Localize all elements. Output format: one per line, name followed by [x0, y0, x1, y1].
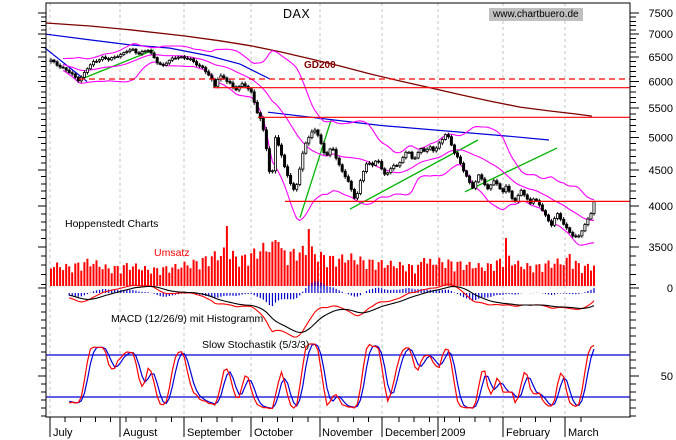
watermark: www.chartbuero.de: [489, 8, 583, 21]
blue-trendline: [43, 46, 88, 82]
bollinger-bands: [62, 43, 595, 246]
y-axis-label: 3500: [649, 242, 673, 254]
month-label: December: [385, 427, 436, 439]
month-label: November: [322, 427, 373, 439]
candlesticks: [49, 47, 596, 239]
stochastic-pane: [46, 343, 630, 410]
brand-label: Hoppenstedt Charts: [65, 218, 159, 230]
stochastic-label: Slow Stochastik (5/3/3): [202, 339, 310, 351]
month-label: 2009: [441, 427, 465, 439]
month-gridlines: [49, 3, 566, 417]
x-axis-labels: July August September October November Decemb…: [53, 427, 599, 439]
green-trendline: [464, 147, 558, 193]
month-label: September: [187, 427, 241, 439]
y-axis-labels: 7500 7000 6500 6000 5500 5000 4500 4000 3500 0 50: [649, 8, 673, 383]
macd-pane: [68, 281, 595, 338]
support-resistance-levels: [79, 78, 630, 202]
y-axis-label: 5500: [649, 103, 673, 115]
y-axis-label: 6500: [649, 52, 673, 64]
y-axis-label: 7500: [649, 8, 673, 20]
chart-title: DAX: [283, 7, 311, 21]
volume-pane: [50, 226, 595, 286]
blue-trendline: [267, 111, 550, 141]
month-label: August: [123, 427, 157, 439]
y-axis-label: 4000: [649, 201, 673, 213]
volume-label: Umsatz: [154, 247, 190, 259]
gd200-line: [45, 22, 593, 117]
y-axis-label: 7000: [649, 29, 673, 41]
axis-ticks: [38, 12, 639, 437]
month-label: March: [568, 427, 599, 439]
y-axis-label: 6000: [649, 77, 673, 89]
y-axis-label: 4500: [649, 165, 673, 177]
y-axis-label: 50: [661, 371, 673, 383]
overlay-lines: [43, 22, 593, 218]
month-label: October: [254, 427, 293, 439]
gd200-label: GD200: [304, 60, 336, 71]
macd-label: MACD (12/26/9) mit Histogramm: [111, 313, 264, 325]
y-axis-label: 0: [667, 283, 673, 295]
green-trendline: [78, 49, 155, 81]
month-label: July: [53, 427, 73, 439]
month-label: February: [506, 427, 551, 439]
gd100-line: [45, 33, 271, 80]
green-trendline: [349, 139, 479, 210]
y-axis-label: 5000: [649, 133, 673, 145]
